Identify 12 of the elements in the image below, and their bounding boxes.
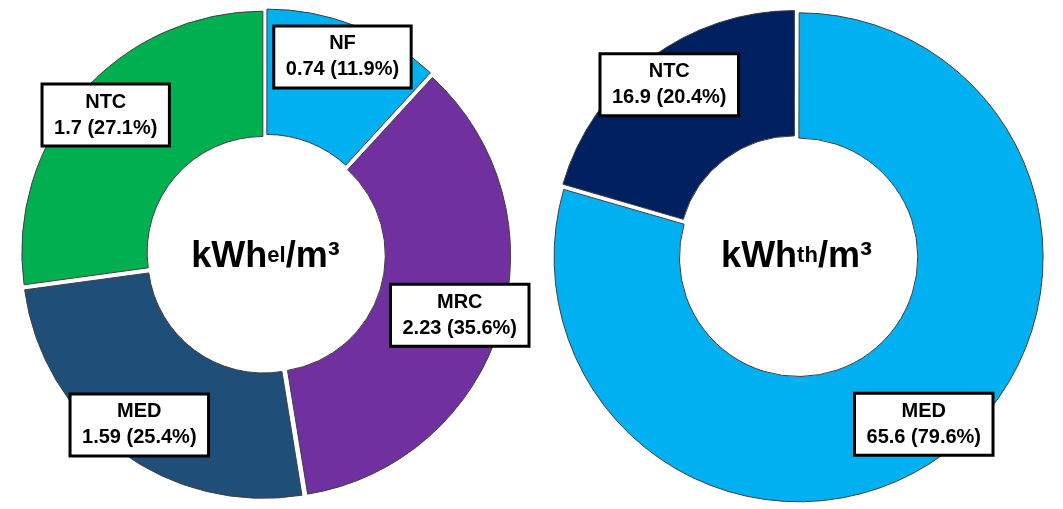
- data-label: 65.6 (79.6%): [866, 424, 982, 447]
- slice-label: MED: [117, 399, 162, 422]
- data-label: 1.7 (27.1%): [54, 115, 158, 138]
- data-label: 0.74 (11.9%): [285, 57, 400, 80]
- data-label: 16.9 (20.4%): [611, 85, 727, 108]
- slice-label: MED: [901, 398, 946, 421]
- slice-label: NF: [329, 31, 356, 54]
- slice-label: NTC: [85, 89, 127, 112]
- slice-label: MRC: [436, 289, 483, 312]
- data-label: 1.59 (25.4%): [82, 425, 197, 448]
- data-label: 2.23 (35.6%): [402, 315, 517, 338]
- slice-label: NTC: [648, 59, 690, 82]
